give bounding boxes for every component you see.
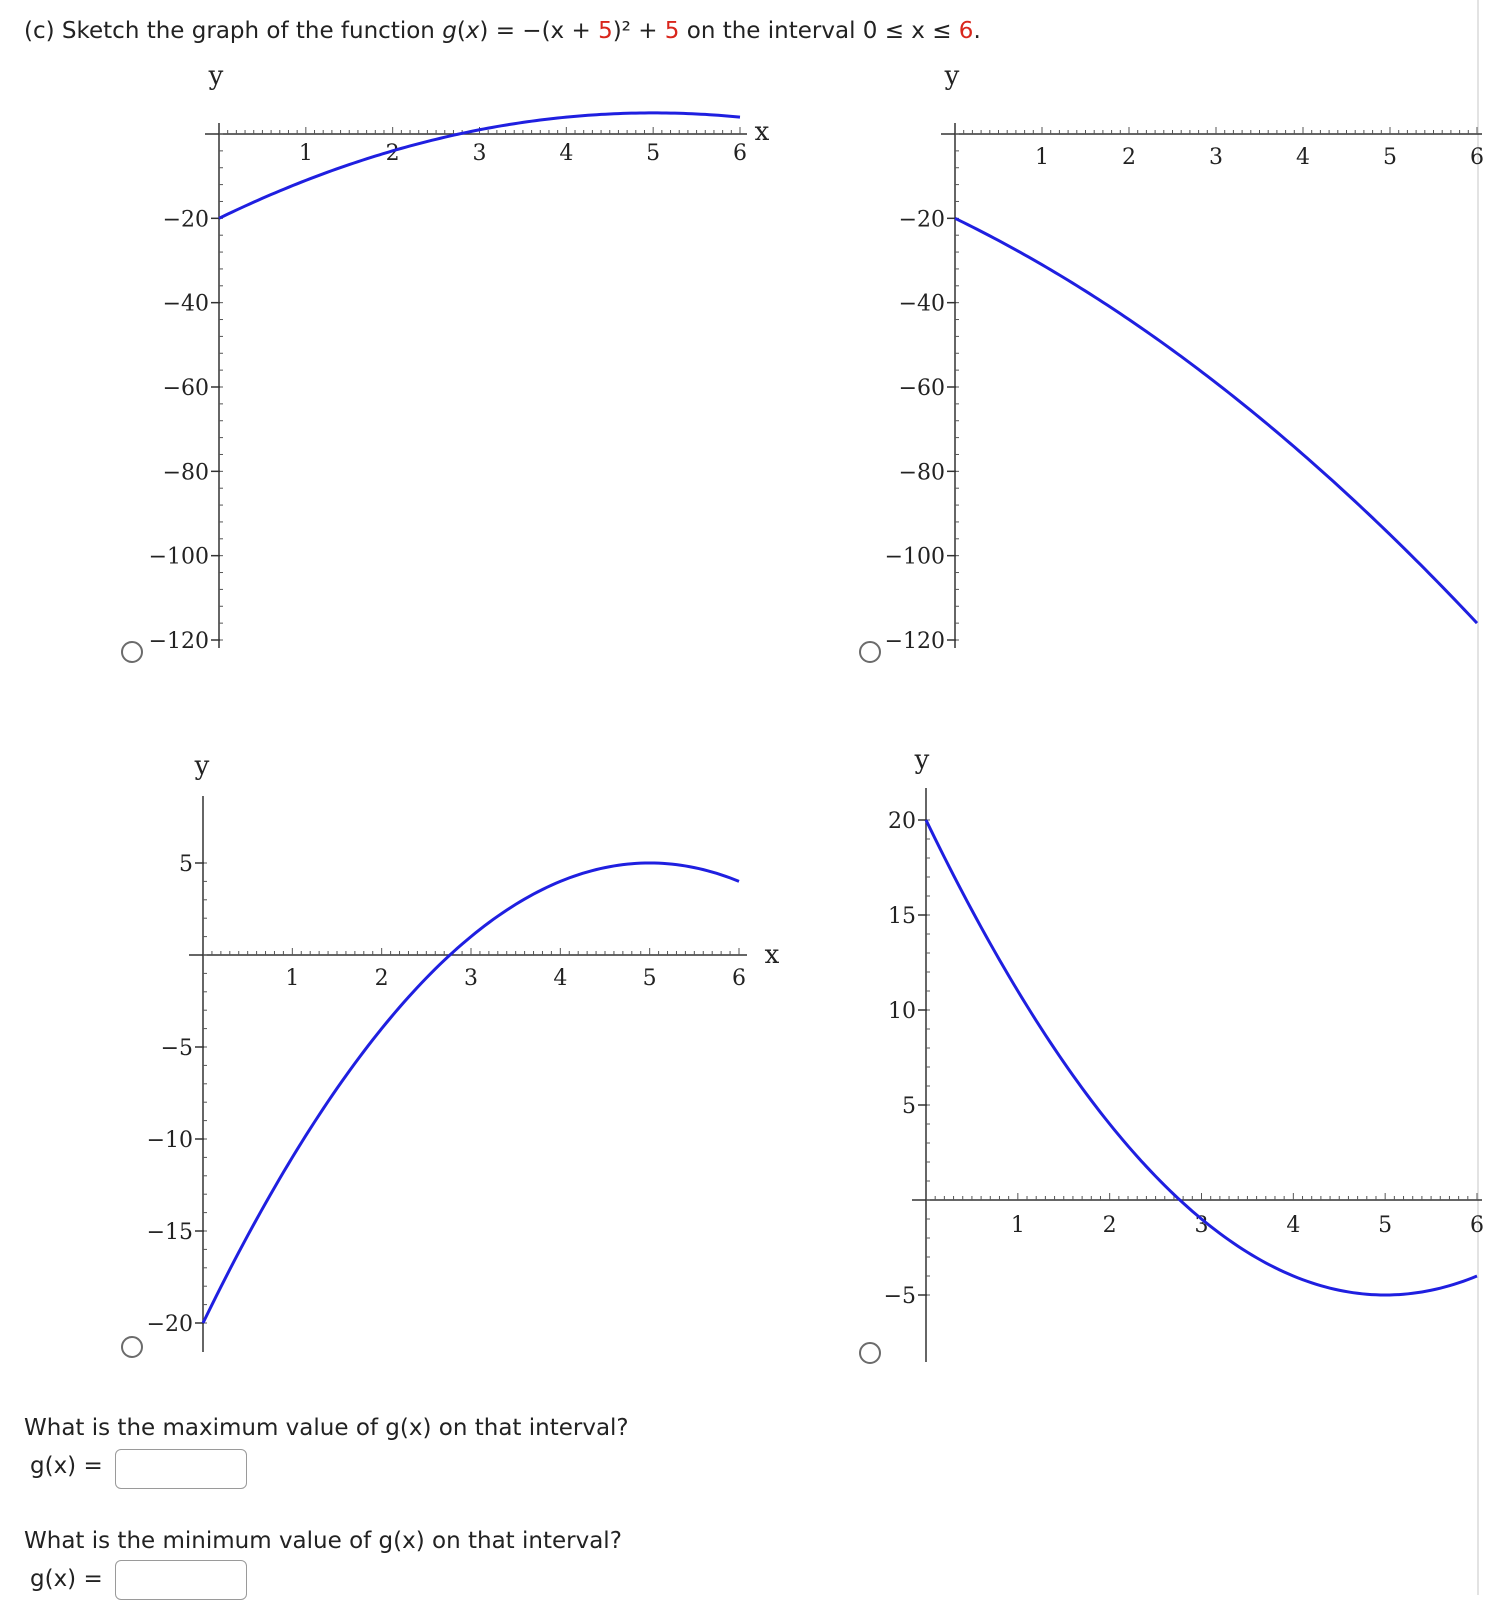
y-tick-label: −100 [149,545,209,570]
max-answer-label: g(x) = [30,1453,103,1479]
x-tick-label: 1 [1011,1213,1025,1238]
radio-graph-option-3[interactable] [121,1336,143,1358]
chart-1: 1 2 3 4 5 6 −20 −40 −60 −80 −100 −120 y x [149,61,770,654]
y-tick-label: −5 [161,1036,193,1061]
x-tick-label: 6 [1470,1213,1484,1238]
y-tick-label: −20 [163,207,209,232]
x-axis-title: x [765,940,780,970]
y-tick-label: 5 [179,852,193,877]
y-tick-label: −60 [899,376,945,401]
x-tick-label: 4 [1286,1213,1300,1238]
prompt-func-mid: = −(x + [488,18,599,44]
y-tick-label: −80 [899,460,945,485]
y-tick-label: 5 [902,1094,916,1119]
y-tick-label: −5 [884,1284,916,1309]
min-question: What is the minimum value of g(x) on tha… [24,1528,622,1554]
y-tick-label: −120 [149,629,209,654]
x-tick-label: 6 [733,141,747,166]
y-tick-label: −15 [147,1220,193,1245]
x-tick-label: 4 [1296,145,1310,170]
y-tick-label: −40 [163,292,209,317]
x-axis-title: x [755,117,770,147]
x-tick-label: 3 [1209,145,1223,170]
chart-4: 1 2 3 4 5 6 20 15 10 5 −5 y [884,745,1484,1362]
x-tick-label: 2 [375,966,389,991]
prompt-func-name: g [442,18,457,44]
right-border-line [1477,0,1479,1595]
function-curve [924,819,1478,1297]
y-axis-title: y [944,61,960,91]
x-tick-label: 6 [732,966,746,991]
x-tick-label: 2 [1103,1213,1117,1238]
x-tick-label: 6 [1470,145,1484,170]
function-curve [218,111,741,220]
y-axis-title: y [194,751,210,781]
prompt-offset-value: 5 [664,18,680,44]
prompt-interval-end: 6 [958,18,974,44]
y-tick-label: −20 [899,207,945,232]
min-answer-input[interactable] [115,1560,247,1600]
y-tick-label: −80 [163,460,209,485]
y-tick-label: 10 [888,999,916,1024]
max-question: What is the maximum value of g(x) on tha… [24,1415,629,1441]
x-tick-label: 2 [386,141,400,166]
x-tick-label: 5 [643,966,657,991]
prompt-prefix: (c) Sketch the graph of the function [24,18,443,44]
prompt-period: . [973,18,981,44]
y-tick-label: −120 [885,629,945,654]
x-tick-label: 5 [1378,1213,1392,1238]
y-tick-label: 15 [888,904,916,929]
radio-graph-option-4[interactable] [859,1342,881,1364]
y-tick-label: −20 [147,1312,193,1337]
x-tick-label: 3 [464,966,478,991]
y-tick-label: −100 [885,545,945,570]
function-curve [954,216,1479,625]
x-tick-label: 2 [1122,145,1136,170]
x-tick-label: 4 [553,966,567,991]
radio-graph-option-1[interactable] [121,641,143,663]
chart-3: 1 2 3 4 5 6 5 −5 −10 −15 −20 y x [147,751,780,1352]
y-axis-title: y [914,745,930,775]
y-tick-label: −40 [899,292,945,317]
prompt-interval-text: on the interval 0 ≤ x ≤ [679,18,959,44]
y-axis-title: y [208,61,224,91]
prompt-var: x [465,18,480,44]
x-tick-label: 1 [285,966,299,991]
x-tick-label: 1 [299,141,313,166]
x-tick-label: 5 [646,141,660,166]
question-prompt: (c) Sketch the graph of the function g(x… [24,18,981,44]
x-tick-label: 5 [1383,145,1397,170]
y-tick-label: −60 [163,376,209,401]
y-tick-label: −10 [147,1128,193,1153]
x-tick-label: 3 [1195,1213,1209,1238]
y-tick-label: 20 [888,809,916,834]
x-tick-label: 4 [559,141,573,166]
prompt-power-part: )² + [612,18,665,44]
prompt-shift-value: 5 [598,18,613,44]
radio-graph-option-2[interactable] [859,641,881,663]
x-tick-label: 3 [473,141,487,166]
chart-2: 1 2 3 4 5 6 −20 −40 −60 −80 −100 −120 y [885,61,1484,654]
function-curve [201,861,740,1324]
x-tick-label: 1 [1035,145,1049,170]
max-answer-input[interactable] [115,1449,247,1489]
min-answer-label: g(x) = [30,1566,103,1592]
